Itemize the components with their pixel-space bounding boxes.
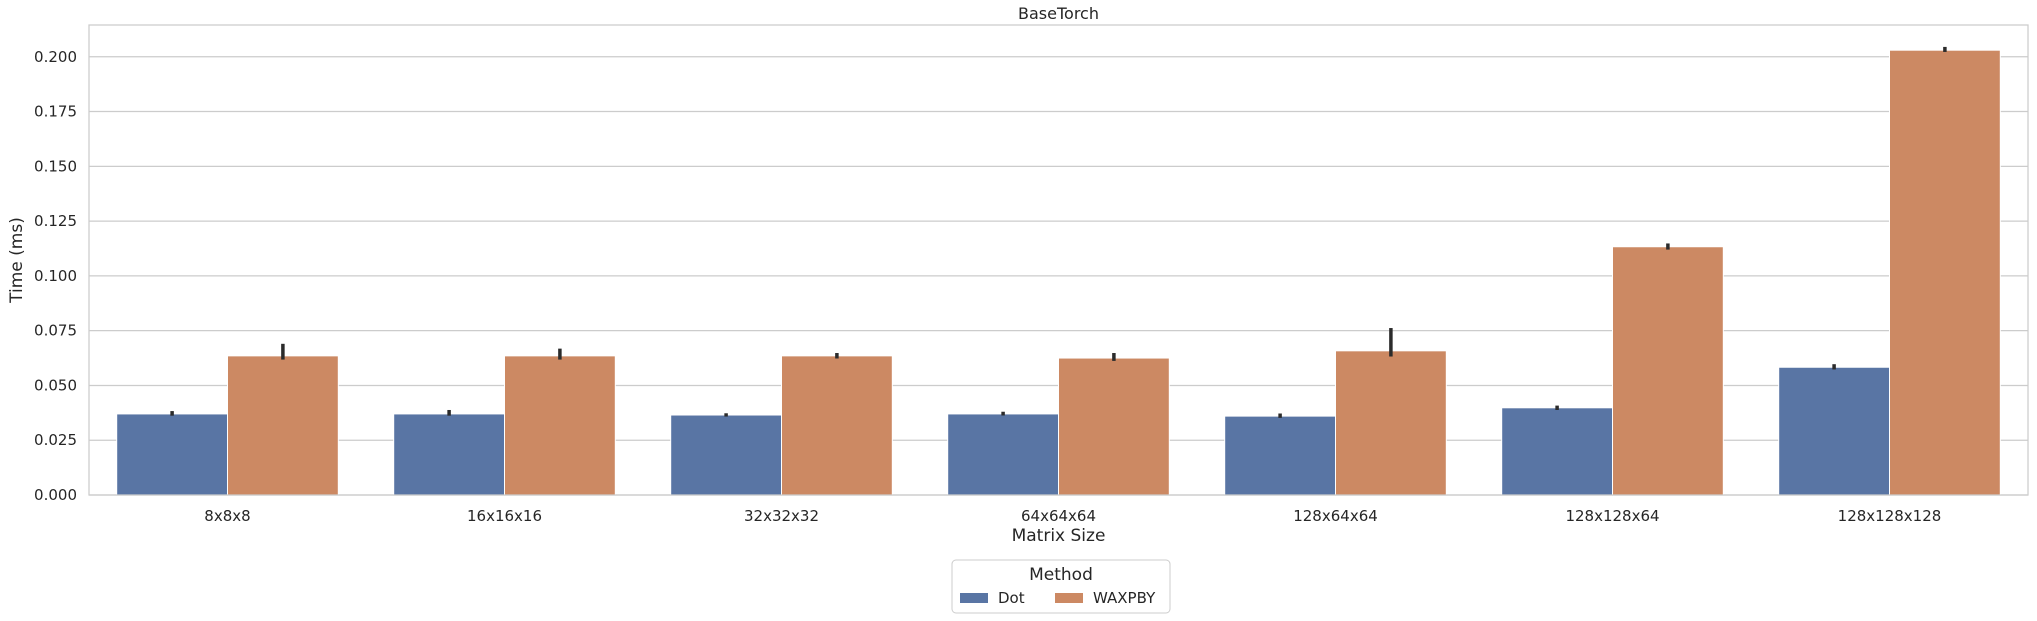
chart-title: BaseTorch [1018, 4, 1099, 23]
x-axis-ticks: 8x8x8 16x16x16 32x32x32 64x64x64 128x64x64 12… [204, 507, 1941, 525]
legend-label-dot: Dot [998, 589, 1025, 607]
y-tick-label: 0.175 [34, 103, 77, 121]
y-axis-ticks: 0.000 0.025 0.050 0.075 0.100 0.125 0.150 0.175… [34, 48, 77, 504]
legend-label-waxpby: WAXPBY [1093, 589, 1156, 607]
x-tick-label: 32x32x32 [744, 507, 819, 525]
legend-swatch-dot [960, 593, 988, 603]
x-tick-label: 128x128x64 [1565, 507, 1659, 525]
legend-swatch-waxpby [1055, 593, 1083, 603]
bar-waxpby-128x128x64 [1612, 246, 1724, 496]
bar-dot-128x128x64 [1501, 407, 1613, 496]
legend-title: Method [1029, 565, 1093, 585]
y-tick-label: 0.200 [34, 48, 77, 66]
x-axis-label: Matrix Size [1012, 526, 1106, 546]
x-tick-label: 128x128x128 [1838, 507, 1942, 525]
bar-waxpby-32x32x32 [781, 355, 893, 496]
x-tick-label: 8x8x8 [204, 507, 250, 525]
y-tick-label: 0.075 [34, 322, 77, 340]
y-tick-label: 0.100 [34, 267, 77, 285]
y-tick-label: 0.000 [34, 486, 77, 504]
x-tick-label: 128x64x64 [1293, 507, 1378, 525]
error-bars [170, 46, 1947, 418]
bars [116, 49, 2001, 496]
bar-waxpby-128x128x128 [1889, 49, 2001, 496]
bar-dot-128x64x64 [1224, 415, 1336, 496]
legend-box [951, 559, 1171, 614]
y-tick-label: 0.125 [34, 212, 77, 230]
y-axis-label: Time (ms) [7, 217, 27, 304]
y-tick-label: 0.150 [34, 157, 77, 175]
bar-waxpby-8x8x8 [227, 355, 339, 496]
x-tick-label: 64x64x64 [1021, 507, 1096, 525]
bar-dot-64x64x64 [947, 413, 1060, 496]
bar-dot-32x32x32 [670, 414, 783, 496]
legend: Method Dot WAXPBY [951, 559, 1171, 614]
bar-dot-128x128x128 [1778, 366, 1890, 496]
y-tick-label: 0.050 [34, 376, 77, 394]
bar-waxpby-16x16x16 [504, 355, 616, 496]
bar-dot-16x16x16 [393, 413, 506, 496]
bar-dot-8x8x8 [116, 413, 228, 496]
x-tick-label: 16x16x16 [467, 507, 542, 525]
y-tick-label: 0.025 [34, 431, 77, 449]
bar-waxpby-128x64x64 [1335, 350, 1447, 496]
bar-waxpby-64x64x64 [1058, 357, 1170, 496]
plot-frame [88, 24, 2029, 496]
